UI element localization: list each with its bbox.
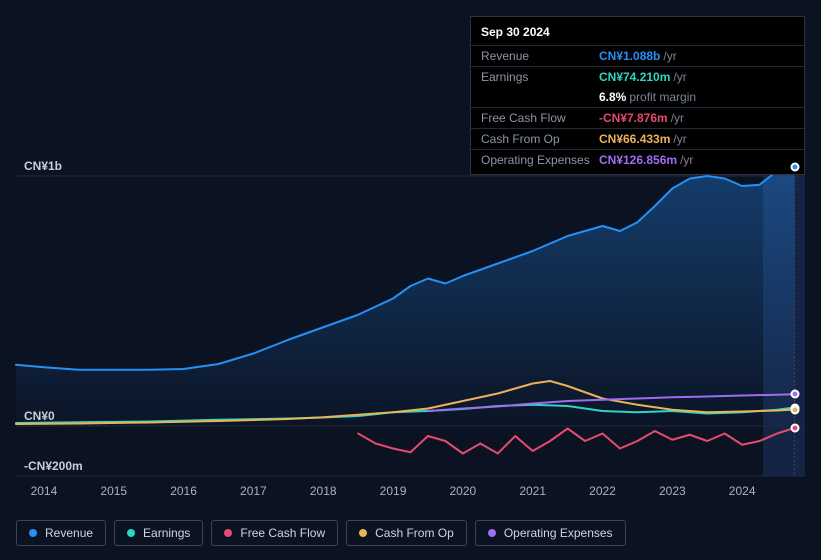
legend-dot-icon [29, 529, 37, 537]
tooltip-row-unit: /yr [671, 110, 684, 126]
tooltip-row-label: Earnings [481, 69, 599, 85]
tooltip-row: Operating ExpensesCN¥126.856m/yr [471, 149, 804, 170]
legend: Revenue Earnings Free Cash Flow Cash From O… [16, 520, 626, 546]
legend-label: Operating Expenses [504, 526, 613, 540]
legend-item-operating-expenses[interactable]: Operating Expenses [475, 520, 626, 546]
legend-label: Cash From Op [375, 526, 454, 540]
tooltip-date: Sep 30 2024 [471, 21, 804, 45]
tooltip-row-value: -CN¥7.876m [599, 110, 668, 126]
y-axis-label: -CN¥200m [24, 459, 83, 473]
tooltip: Sep 30 2024 RevenueCN¥1.088b/yrEarningsC… [470, 16, 805, 175]
x-axis-label: 2021 [519, 484, 546, 498]
legend-dot-icon [488, 529, 496, 537]
financials-chart: Sep 30 2024 RevenueCN¥1.088b/yrEarningsC… [0, 0, 821, 560]
legend-dot-icon [359, 529, 367, 537]
tooltip-row: EarningsCN¥74.210m/yr [471, 66, 804, 87]
legend-label: Revenue [45, 526, 93, 540]
legend-label: Free Cash Flow [240, 526, 325, 540]
x-axis-label: 2016 [170, 484, 197, 498]
x-axis-label: 2022 [589, 484, 616, 498]
tooltip-row: Cash From OpCN¥66.433m/yr [471, 128, 804, 149]
tooltip-row-value: CN¥74.210m [599, 69, 670, 85]
x-axis-label: 2018 [310, 484, 337, 498]
tooltip-row: RevenueCN¥1.088b/yr [471, 45, 804, 66]
tooltip-row-label: Revenue [481, 48, 599, 64]
tooltip-row-value: 6.8% [599, 89, 626, 105]
tooltip-row-unit: /yr [663, 48, 676, 64]
legend-item-cash-from-op[interactable]: Cash From Op [346, 520, 467, 546]
y-axis-label: CN¥1b [24, 159, 62, 173]
series-marker [790, 390, 799, 399]
x-axis-label: 2015 [100, 484, 127, 498]
tooltip-row-label: Operating Expenses [481, 152, 599, 168]
legend-item-free-cash-flow[interactable]: Free Cash Flow [211, 520, 338, 546]
y-axis-label: CN¥0 [24, 409, 55, 423]
tooltip-row-value: CN¥126.856m [599, 152, 677, 168]
x-axis-label: 2019 [380, 484, 407, 498]
tooltip-row-unit: /yr [673, 69, 686, 85]
x-axis-label: 2020 [450, 484, 477, 498]
tooltip-row: 6.8%profit margin [471, 87, 804, 107]
x-axis-label: 2023 [659, 484, 686, 498]
legend-item-revenue[interactable]: Revenue [16, 520, 106, 546]
x-axis-label: 2024 [729, 484, 756, 498]
tooltip-row-value: CN¥1.088b [599, 48, 660, 64]
tooltip-row-unit: profit margin [629, 89, 696, 105]
x-axis-label: 2017 [240, 484, 267, 498]
series-marker [790, 424, 799, 433]
x-axis-label: 2014 [31, 484, 58, 498]
tooltip-row-label [481, 89, 599, 105]
tooltip-row-value: CN¥66.433m [599, 131, 670, 147]
series-marker [790, 405, 799, 414]
legend-dot-icon [224, 529, 232, 537]
tooltip-row-unit: /yr [680, 152, 693, 168]
tooltip-row-unit: /yr [673, 131, 686, 147]
tooltip-row: Free Cash Flow-CN¥7.876m/yr [471, 107, 804, 128]
legend-dot-icon [127, 529, 135, 537]
tooltip-row-label: Cash From Op [481, 131, 599, 147]
legend-label: Earnings [143, 526, 190, 540]
series-marker [790, 162, 799, 171]
legend-item-earnings[interactable]: Earnings [114, 520, 203, 546]
tooltip-row-label: Free Cash Flow [481, 110, 599, 126]
